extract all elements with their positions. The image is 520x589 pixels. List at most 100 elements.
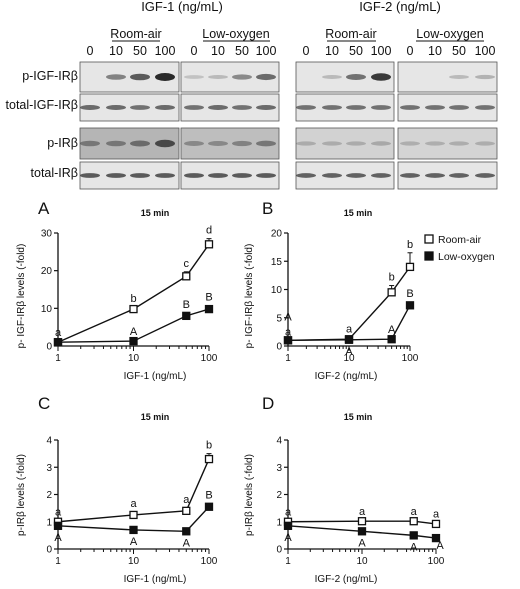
blot-dose-labels: 0 10 50 100 0 10 50 100 0 10 50 100 0 10…	[87, 44, 496, 58]
data-point-low-oxygen	[431, 533, 441, 543]
significance-letter-low-oxygen: A	[358, 537, 366, 549]
significance-letter-room-air: b	[389, 272, 395, 284]
significance-letter-low-oxygen: A	[284, 532, 292, 544]
y-tick-label: 0	[276, 545, 282, 556]
blot-band	[371, 141, 391, 146]
data-point-room-air	[387, 288, 396, 297]
x-tick-label: 100	[201, 353, 218, 364]
dose-label: 100	[371, 44, 392, 58]
dose-label: 0	[303, 44, 310, 58]
blot-band	[475, 141, 495, 146]
panel-letter-d: D	[262, 394, 274, 413]
y-tick-label: 0	[46, 545, 52, 556]
series-line-room-air	[57, 243, 210, 343]
significance-letter-room-air: a	[285, 506, 292, 518]
series-line-room-air	[287, 520, 437, 525]
blot-band	[322, 173, 342, 178]
dose-label: 50	[452, 44, 466, 58]
y-tick-label: 3	[46, 463, 52, 474]
blot-band	[256, 140, 276, 147]
dose-label: 10	[211, 44, 225, 58]
blot-header-igf2: IGF-2 (ng/mL) Room-air Low-oxygen	[325, 0, 484, 42]
dose-label: 0	[407, 44, 414, 58]
significance-letter-low-oxygen: A	[284, 311, 292, 323]
series-line-low-oxygen	[57, 308, 210, 343]
y-tick-label: 3	[276, 463, 282, 474]
legend-label-room-air: Room-air	[438, 234, 482, 246]
chart-panel-d: D 15 min IGF-2 (ng/mL) p-IRβ levels (-fo…	[244, 394, 445, 585]
significance-letter-low-oxygen: A	[388, 324, 396, 336]
data-point-low-oxygen	[204, 502, 214, 511]
dose-label: 100	[155, 44, 176, 58]
data-point-low-oxygen	[283, 336, 293, 345]
legend-label-low-oxygen: Low-oxygen	[438, 251, 495, 263]
blot-row-label-p-ir: p-IRβ	[47, 136, 78, 150]
chart-title-a: 15 min	[141, 208, 170, 218]
blot-band	[449, 173, 469, 178]
significance-letter-room-air: d	[206, 225, 212, 237]
series-line-low-oxygen	[287, 304, 411, 342]
significance-letter-room-air: a	[411, 506, 418, 518]
data-point-low-oxygen	[409, 531, 418, 540]
blot-band	[184, 140, 204, 147]
data-point-low-oxygen	[53, 338, 63, 347]
blot-band	[106, 140, 126, 147]
significance-letter-low-oxygen: A	[345, 346, 353, 358]
significance-letter-room-air: a	[130, 498, 137, 510]
x-tick-label: 10	[343, 353, 355, 364]
dose-label: 100	[256, 44, 277, 58]
x-tick-label: 10	[128, 556, 140, 567]
blot-band	[475, 105, 495, 110]
blot-band	[232, 74, 252, 80]
blot-condition-igf1-room-air: Room-air	[110, 27, 161, 41]
blot-band	[130, 73, 150, 81]
significance-letter-low-oxygen: A	[130, 326, 138, 338]
blot-gel-box	[295, 127, 395, 160]
blot-band	[256, 73, 276, 81]
x-tick-label: 100	[201, 556, 218, 567]
significance-letter-low-oxygen: B	[205, 489, 212, 501]
significance-letter-room-air: a	[55, 506, 62, 518]
blot-condition-igf2-room-air: Room-air	[325, 27, 376, 41]
dose-label: 100	[475, 44, 496, 58]
blot-band	[155, 173, 175, 178]
dose-label: 0	[87, 44, 94, 58]
significance-letter-room-air: b	[206, 440, 212, 452]
panel-letter-a: A	[38, 199, 50, 218]
blot-band	[371, 73, 391, 81]
y-tick-label: 10	[271, 285, 283, 296]
blot-condition-igf2-low-oxygen: Low-oxygen	[416, 27, 483, 41]
blot-band	[232, 105, 252, 110]
x-tick-label: 10	[128, 353, 140, 364]
y-tick-label: 4	[276, 436, 282, 447]
significance-letter-room-air: c	[184, 258, 190, 270]
significance-letter-low-oxygen: B	[183, 299, 190, 311]
data-point-room-air	[129, 304, 138, 314]
blot-header-igf1-title: IGF-1 (ng/mL)	[141, 0, 223, 14]
series-line-low-oxygen	[57, 506, 210, 532]
dose-label: 0	[191, 44, 198, 58]
significance-letter-room-air: a	[346, 324, 353, 336]
significance-letter-low-oxygen: A	[54, 532, 62, 544]
blot-band	[425, 105, 445, 110]
x-axis-label-c: IGF-1 (ng/mL)	[124, 574, 187, 585]
blot-gel-box	[397, 61, 498, 93]
y-tick-label: 20	[271, 229, 283, 240]
y-tick-label: 0	[46, 342, 52, 353]
significance-letter-low-oxygen: A	[436, 540, 444, 552]
significance-letter-low-oxygen: B	[205, 292, 212, 304]
dose-label: 50	[235, 44, 249, 58]
blot-band	[130, 140, 150, 147]
data-point-room-air	[409, 517, 418, 526]
data-point-room-air	[182, 272, 191, 281]
dose-label: 50	[349, 44, 363, 58]
blot-band	[371, 105, 391, 110]
blot-band	[449, 105, 469, 110]
chart-title-b: 15 min	[344, 208, 373, 218]
blot-band	[296, 141, 316, 146]
x-tick-label: 1	[55, 353, 61, 364]
blot-band	[400, 173, 420, 178]
data-point-room-air	[129, 510, 138, 520]
chart-title-c: 15 min	[141, 412, 170, 422]
blot-band	[256, 173, 276, 178]
